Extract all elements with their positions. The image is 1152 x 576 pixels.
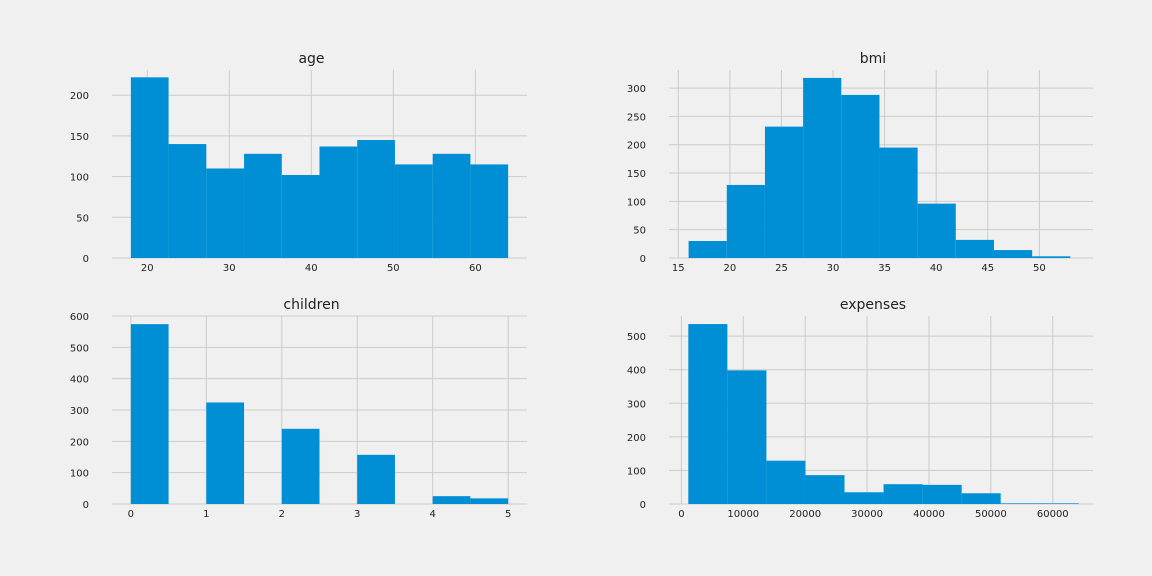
- y-tick-label: 300: [70, 406, 89, 417]
- histogram-bar: [727, 370, 767, 504]
- histogram-bar: [130, 324, 169, 504]
- histogram-bar: [168, 144, 207, 258]
- y-tick-label: 300: [627, 84, 646, 95]
- histogram-bar: [764, 126, 804, 259]
- histogram-bar: [357, 454, 395, 504]
- y-tick-label: 150: [70, 132, 89, 143]
- x-tick-label: 40: [930, 263, 943, 274]
- y-tick-label: 500: [70, 343, 89, 354]
- histogram-bar: [766, 460, 806, 504]
- x-tick-label: 60: [469, 263, 482, 274]
- histogram-bar: [319, 146, 358, 258]
- x-tick-label: 40: [305, 263, 318, 274]
- histogram-bar: [688, 324, 728, 504]
- histogram-bar: [961, 493, 1001, 504]
- histogram-bar: [206, 402, 245, 504]
- y-tick-label: 0: [83, 254, 89, 265]
- histogram-bar: [1000, 503, 1040, 504]
- y-tick-label: 250: [627, 112, 646, 123]
- y-tick-label: 400: [70, 375, 89, 386]
- histogram-bar: [922, 484, 962, 504]
- y-tick-label: 300: [627, 399, 646, 410]
- histogram-bar: [394, 164, 433, 258]
- subplot-children: 0 100 200 300 400 500 600 0 1 2 3 4 5 children: [70, 297, 527, 520]
- histogram-bar: [726, 184, 765, 258]
- y-tick-label: 0: [83, 500, 89, 511]
- y-tick-label: 100: [70, 173, 89, 184]
- x-tick-label: 35: [878, 263, 891, 274]
- histogram-bar: [206, 168, 245, 258]
- histogram-bar: [879, 147, 918, 258]
- subplot-expenses: 0 100 200 300 400 500 0 10000 20000 30000 40000 500…: [627, 297, 1093, 520]
- histogram-bar: [281, 428, 320, 504]
- y-tick-label: 150: [627, 169, 646, 180]
- y-tick-label: 0: [640, 254, 646, 265]
- histogram-bar: [244, 153, 282, 258]
- histogram-bar: [688, 241, 727, 258]
- y-tick-label: 200: [70, 437, 89, 448]
- x-tick-label: 15: [672, 263, 685, 274]
- x-tick-label: 60000: [1037, 509, 1069, 520]
- y-tick-label: 200: [627, 433, 646, 444]
- x-tick-label: 25: [775, 263, 788, 274]
- y-tick-label: 200: [627, 141, 646, 152]
- subplot-title: expenses: [840, 297, 906, 313]
- y-tick-label: 50: [633, 226, 646, 237]
- histogram-bar: [955, 239, 994, 258]
- y-tick-label: 400: [627, 366, 646, 377]
- x-tick-label: 20: [723, 263, 736, 274]
- histogram-bar: [130, 77, 169, 258]
- x-tick-label: 50000: [975, 509, 1007, 520]
- histogram-bar: [1032, 256, 1071, 258]
- subplot-title: bmi: [860, 51, 886, 67]
- y-tick-label: 200: [70, 91, 89, 102]
- subplot-bmi: 0 50 100 150 200 250 300 15 20 25 30 35 40 45 50 bmi: [627, 51, 1093, 274]
- y-tick-label: 0: [640, 500, 646, 511]
- y-tick-label: 50: [76, 213, 89, 224]
- y-tick-label: 100: [627, 466, 646, 477]
- histogram-bar: [805, 475, 845, 504]
- histogram-bar: [993, 250, 1033, 258]
- histogram-bar: [470, 164, 509, 258]
- x-tick-label: 10000: [727, 509, 759, 520]
- x-tick-label: 3: [354, 509, 360, 520]
- x-tick-label: 20000: [789, 509, 821, 520]
- x-tick-label: 1: [203, 509, 209, 520]
- x-tick-label: 50: [1033, 263, 1046, 274]
- x-tick-label: 5: [505, 509, 511, 520]
- histogram-bar: [432, 496, 471, 504]
- x-tick-label: 20: [141, 263, 154, 274]
- x-tick-label: 30: [223, 263, 236, 274]
- histogram-bar: [470, 498, 509, 504]
- subplot-age: 0 50 100 150 200 20 30 40 50 60 age: [70, 51, 527, 274]
- x-tick-label: 50: [387, 263, 400, 274]
- y-tick-label: 100: [70, 469, 89, 480]
- x-tick-label: 0: [678, 509, 684, 520]
- histogram-bar: [1039, 503, 1079, 504]
- x-tick-label: 2: [279, 509, 285, 520]
- x-tick-label: 0: [128, 509, 134, 520]
- y-tick-label: 500: [627, 332, 646, 343]
- histogram-bar: [841, 94, 880, 258]
- histogram-bar: [357, 139, 395, 258]
- subplot-title: children: [283, 297, 339, 313]
- histogram-bar: [844, 492, 884, 504]
- subplot-title: age: [298, 51, 324, 67]
- x-tick-label: 40000: [913, 509, 945, 520]
- y-tick-label: 100: [627, 197, 646, 208]
- histogram-bar: [803, 77, 842, 259]
- histogram-bar: [917, 203, 956, 258]
- histogram-bar: [281, 174, 320, 258]
- x-tick-label: 45: [981, 263, 994, 274]
- histogram-bar: [432, 153, 471, 258]
- x-tick-label: 30: [827, 263, 840, 274]
- y-tick-label: 600: [70, 312, 89, 323]
- histogram-bar: [883, 484, 923, 504]
- x-tick-label: 4: [429, 509, 435, 520]
- x-tick-label: 30000: [851, 509, 883, 520]
